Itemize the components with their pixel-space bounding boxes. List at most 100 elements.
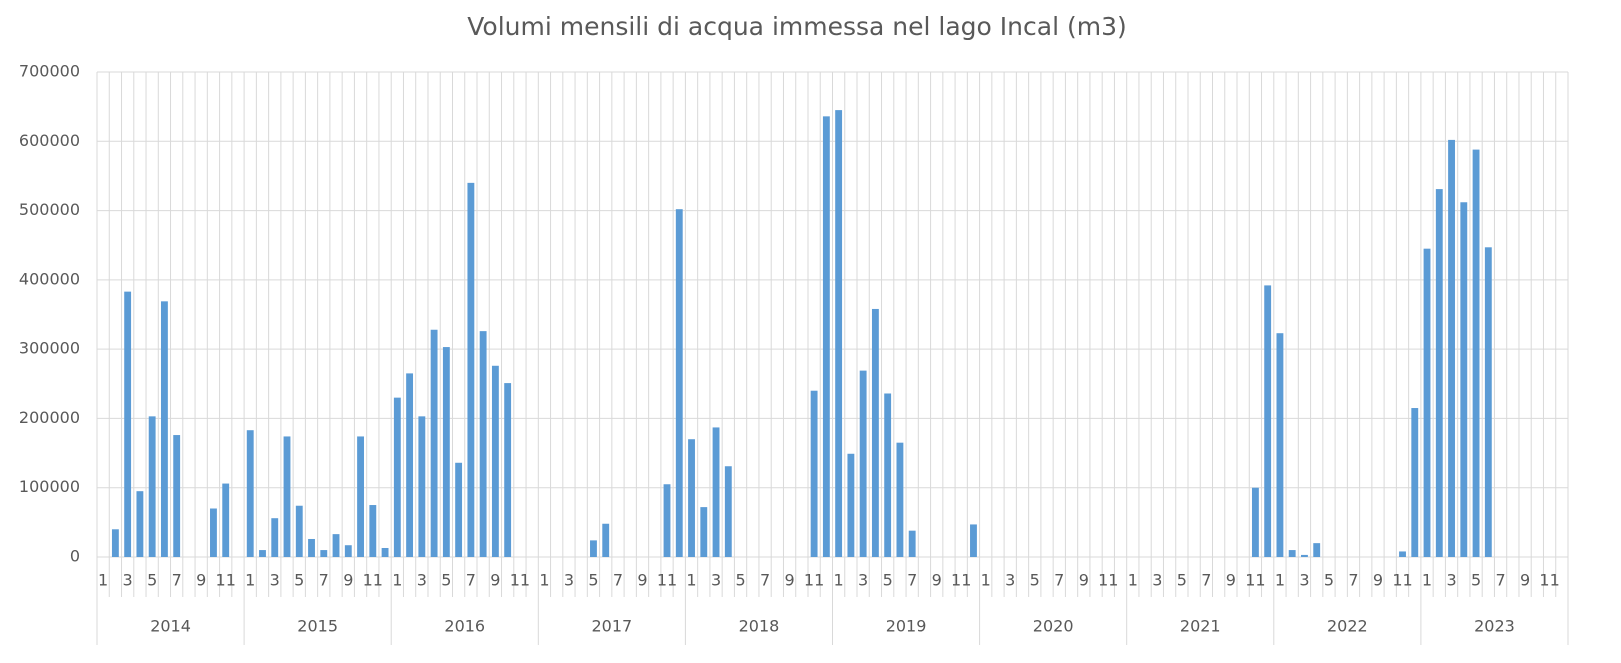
bar (430, 329, 438, 557)
bar (810, 390, 818, 557)
bar (688, 439, 695, 557)
bar (418, 416, 426, 557)
x-tick-label: 3 (1005, 571, 1015, 590)
x-tick-label: 11 (1392, 571, 1412, 590)
bar (724, 466, 732, 557)
bar (271, 518, 279, 557)
bar (1411, 408, 1419, 557)
bar (381, 547, 389, 557)
bar (136, 491, 144, 557)
x-tick-label: 3 (270, 571, 280, 590)
x-tick-label: 9 (1520, 571, 1530, 590)
x-tick-label: 7 (466, 571, 476, 590)
bar (393, 397, 401, 557)
x-tick-label: 3 (564, 571, 574, 590)
x-tick-label: 5 (588, 571, 598, 590)
year-label: 2021 (1180, 617, 1221, 636)
bar (908, 530, 916, 557)
year-label: 2022 (1327, 617, 1368, 636)
bar (700, 507, 708, 557)
x-tick-label: 1 (1275, 571, 1285, 590)
x-tick-label: 1 (834, 571, 844, 590)
bar (148, 416, 156, 557)
x-tick-label: 7 (319, 571, 329, 590)
x-tick-label: 7 (907, 571, 917, 590)
x-tick-label: 5 (441, 571, 451, 590)
x-tick-label: 9 (196, 571, 206, 590)
x-tick-label: 11 (1539, 571, 1559, 590)
bar (970, 524, 977, 557)
bar (1264, 285, 1272, 557)
x-tick-label: 3 (1446, 571, 1456, 590)
x-tick-label: 7 (1495, 571, 1505, 590)
bar (246, 430, 254, 557)
x-tick-label: 3 (417, 571, 427, 590)
x-tick-label: 5 (1030, 571, 1040, 590)
bar (1301, 554, 1308, 557)
bar (222, 483, 230, 557)
x-tick-label: 1 (98, 571, 108, 590)
x-tick-label: 3 (123, 571, 133, 590)
y-tick-label: 400000 (19, 269, 80, 288)
bar (332, 534, 340, 557)
y-tick-label: 700000 (19, 62, 80, 81)
x-tick-label: 9 (637, 571, 647, 590)
year-label: 2020 (1033, 617, 1074, 636)
bar (344, 545, 352, 557)
bar (1460, 202, 1468, 557)
bar (590, 540, 597, 557)
bar (504, 383, 512, 557)
x-tick-label: 9 (490, 571, 500, 590)
bar (467, 182, 475, 557)
x-tick-label: 3 (858, 571, 868, 590)
x-tick-label: 11 (216, 571, 236, 590)
x-tick-label: 11 (804, 571, 824, 590)
year-label: 2015 (297, 617, 338, 636)
x-tick-label: 3 (1152, 571, 1162, 590)
x-tick-label: 3 (1299, 571, 1309, 590)
x-tick-label: 1 (539, 571, 549, 590)
x-tick-label: 5 (294, 571, 304, 590)
bar (1435, 189, 1443, 558)
x-tick-label: 5 (1471, 571, 1481, 590)
x-tick-label: 9 (1226, 571, 1236, 590)
bar (896, 442, 904, 557)
bar (442, 347, 450, 557)
x-tick-label: 1 (1422, 571, 1432, 590)
year-label: 2017 (591, 617, 632, 636)
x-tick-label: 1 (686, 571, 696, 590)
y-tick-label: 500000 (19, 200, 80, 219)
x-tick-label: 9 (1079, 571, 1089, 590)
x-tick-label: 11 (363, 571, 383, 590)
x-tick-label: 7 (1054, 571, 1064, 590)
bar (259, 550, 266, 557)
bar (822, 116, 830, 557)
bar (1288, 550, 1296, 557)
y-tick-label: 200000 (19, 408, 80, 427)
y-tick-label: 600000 (19, 131, 80, 150)
x-tick-label: 11 (657, 571, 677, 590)
x-tick-label: 9 (785, 571, 795, 590)
bar (847, 453, 855, 557)
x-tick-label: 7 (172, 571, 182, 590)
x-tick-label: 11 (510, 571, 530, 590)
bar (712, 427, 720, 557)
x-tick-label: 11 (951, 571, 971, 590)
bar (406, 373, 414, 557)
bar (884, 393, 892, 557)
x-tick-label: 11 (1098, 571, 1118, 590)
x-tick-label: 5 (1177, 571, 1187, 590)
x-tick-label: 7 (1201, 571, 1211, 590)
bar (320, 550, 328, 557)
x-tick-label: 9 (343, 571, 353, 590)
x-tick-label: 7 (1348, 571, 1358, 590)
x-tick-label: 1 (392, 571, 402, 590)
x-tick-label: 7 (760, 571, 770, 590)
bar (308, 538, 315, 557)
bar (1423, 248, 1431, 557)
bar (210, 508, 217, 557)
bar (871, 308, 879, 557)
x-tick-label: 9 (1373, 571, 1383, 590)
bar (1313, 543, 1321, 557)
